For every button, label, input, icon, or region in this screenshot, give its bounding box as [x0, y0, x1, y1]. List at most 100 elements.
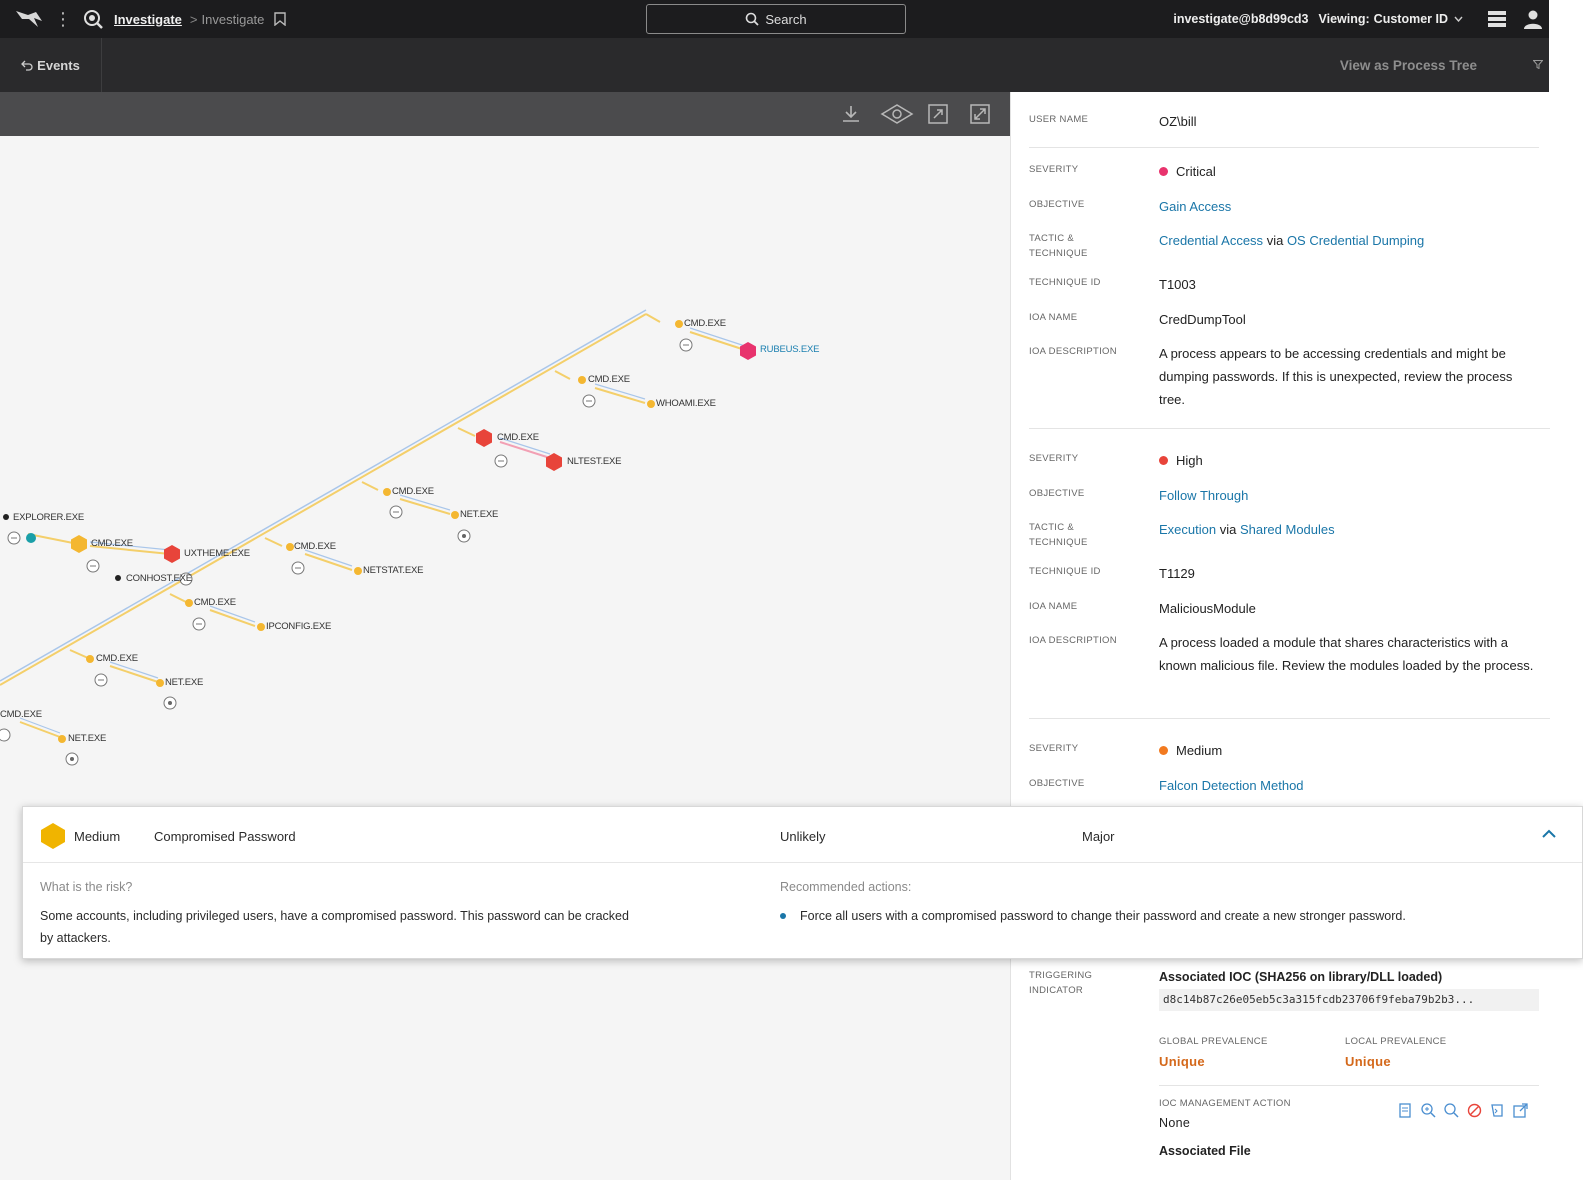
ioa-name-value: MaliciousModule	[1159, 601, 1256, 616]
risk-card-header[interactable]: Medium Compromised Password Unlikely Maj…	[23, 807, 1582, 863]
sub-navigation-bar: Events View as Process Tree	[0, 38, 1549, 92]
process-node-label[interactable]: CMD.EXE	[91, 538, 133, 549]
process-node-label[interactable]: NET.EXE	[165, 677, 204, 688]
associated-file-label: Associated File	[1159, 1144, 1251, 1158]
graph-toolbar	[0, 92, 1010, 136]
process-node-label[interactable]: IPCONFIG.EXE	[266, 621, 332, 632]
open-external-icon[interactable]	[1512, 1102, 1529, 1119]
user-name-value: OZ\bill	[1159, 114, 1197, 129]
via-text: via	[1219, 522, 1237, 537]
search-label: Search	[765, 11, 807, 27]
bookmark-icon[interactable]	[274, 12, 287, 26]
script-icon[interactable]	[1489, 1102, 1506, 1119]
user-avatar-icon[interactable]	[1523, 9, 1543, 29]
risk-answer-text: Some accounts, including privileged user…	[40, 909, 629, 945]
technique-id-label: TECHNIQUE ID	[1029, 277, 1101, 288]
divider	[1029, 718, 1550, 719]
process-node-label[interactable]: CMD.EXE	[684, 318, 726, 329]
process-node-label[interactable]: CMD.EXE	[588, 374, 630, 385]
technique-link[interactable]: OS Credential Dumping	[1286, 233, 1425, 248]
triggering-indicator-label: TRIGGERING INDICATOR	[1029, 970, 1093, 996]
ioa-description-label: IOA DESCRIPTION	[1029, 635, 1117, 646]
process-node-label[interactable]: NETSTAT.EXE	[363, 565, 424, 576]
local-prevalence-label: LOCAL PREVALENCE	[1345, 1036, 1447, 1047]
divider	[1159, 1085, 1539, 1086]
process-node-label[interactable]: EXPLORER.EXE	[13, 512, 84, 523]
severity-dot	[1159, 746, 1168, 756]
process-node-label[interactable]: CMD.EXE	[497, 432, 539, 443]
back-to-events-button[interactable]: Events	[0, 38, 102, 92]
ioa-name-label: IOA NAME	[1029, 312, 1078, 323]
view-as-process-tree-button[interactable]: View as Process Tree	[1339, 57, 1477, 73]
block-icon[interactable]	[1466, 1102, 1483, 1119]
edit-note-icon[interactable]	[1397, 1102, 1414, 1119]
risk-name: Compromised Password	[154, 829, 296, 844]
customer-id-selector[interactable]: Customer ID	[1373, 12, 1448, 26]
ioc-management-action-value: None	[1159, 1116, 1191, 1130]
technique-link[interactable]: Shared Modules	[1239, 522, 1335, 537]
process-node-label[interactable]: CMD.EXE	[0, 709, 42, 720]
objective-link[interactable]: Follow Through	[1159, 488, 1249, 503]
technique-id-value: T1129	[1159, 566, 1195, 581]
chevron-down-icon[interactable]	[1454, 16, 1463, 22]
severity-value: High	[1159, 449, 1539, 472]
process-graph-canvas[interactable]: CMD.EXE RUBEUS.EXE CMD.EXE WHOAMI.EXE CM…	[0, 136, 1010, 1180]
risk-impact: Major	[1082, 829, 1115, 844]
fullscreen-icon[interactable]	[969, 103, 991, 125]
tactic-link[interactable]: Credential Access	[1159, 233, 1264, 248]
severity-value: Medium	[1159, 739, 1539, 762]
ioc-hash-value[interactable]: d8c14b87c26e05eb5c3a315fcdb23706f9feba79…	[1159, 989, 1539, 1011]
download-icon[interactable]	[840, 103, 862, 125]
ioc-management-action-label: IOC MANAGEMENT ACTION	[1159, 1098, 1291, 1109]
objective-label: OBJECTIVE	[1029, 488, 1085, 499]
triggering-indicator-title: Associated IOC (SHA256 on library/DLL lo…	[1159, 970, 1443, 984]
tactic-label: TACTIC & TECHNIQUE	[1029, 233, 1088, 259]
eye-toggle-icon[interactable]	[880, 103, 914, 125]
search-icon	[746, 12, 760, 26]
fit-to-screen-icon[interactable]	[927, 103, 949, 125]
risk-severity: Medium	[74, 829, 121, 844]
risk-question-label: What is the risk?	[40, 880, 133, 894]
medium-severity-hexagon-icon	[41, 823, 65, 849]
process-node-label[interactable]: NET.EXE	[68, 733, 107, 744]
more-menu-icon[interactable]: ⋮	[54, 9, 72, 29]
ioa-description-value: A process appears to be accessing creden…	[1159, 346, 1513, 407]
recommended-action-item: Force all users with a compromised passw…	[780, 905, 1406, 927]
process-node-label[interactable]: RUBEUS.EXE	[760, 344, 820, 355]
process-node-label[interactable]: NLTEST.EXE	[567, 456, 622, 467]
breadcrumb-current: Investigate	[201, 11, 265, 27]
objective-label: OBJECTIVE	[1029, 778, 1085, 789]
process-node-label[interactable]: CMD.EXE	[392, 486, 434, 497]
current-user[interactable]: investigate@b8d99cd3	[1173, 12, 1309, 26]
risk-likelihood: Unlikely	[780, 829, 826, 844]
recommended-actions-label: Recommended actions:	[780, 880, 912, 894]
search-button[interactable]: Search	[646, 4, 906, 34]
objective-link[interactable]: Falcon Detection Method	[1159, 778, 1304, 793]
notifications-tray-icon[interactable]	[1487, 10, 1507, 28]
chevron-up-icon[interactable]	[1542, 829, 1556, 838]
investigate-app-icon[interactable]	[82, 8, 104, 30]
zoom-in-icon[interactable]	[1420, 1102, 1437, 1119]
detection-details-panel: USER NAME OZ\bill SEVERITY Critical OBJE…	[1010, 92, 1550, 1180]
severity-text: Medium	[1176, 743, 1223, 758]
process-node-label[interactable]: NET.EXE	[460, 509, 499, 520]
topbar-right-group: investigate@b8d99cd3 Viewing: Customer I…	[1173, 0, 1549, 38]
filter-icon[interactable]	[1533, 60, 1543, 69]
process-node-label[interactable]: CMD.EXE	[96, 653, 138, 664]
objective-link[interactable]: Gain Access	[1159, 199, 1232, 214]
process-node-label[interactable]: CONHOST.EXE	[126, 573, 192, 584]
falcon-logo-icon[interactable]	[14, 7, 44, 31]
process-node-label[interactable]: CMD.EXE	[194, 597, 236, 608]
back-arrow-icon	[21, 60, 33, 71]
tactic-link[interactable]: Execution	[1159, 522, 1217, 537]
search-icon[interactable]	[1443, 1102, 1460, 1119]
severity-text: High	[1176, 453, 1203, 468]
top-navigation-bar: ⋮ Investigate > Investigate Search inves…	[0, 0, 1549, 38]
breadcrumb-investigate-link[interactable]: Investigate	[114, 11, 182, 27]
process-node-label[interactable]: WHOAMI.EXE	[656, 398, 716, 409]
severity-label: SEVERITY	[1029, 164, 1079, 175]
process-node-label[interactable]: UXTHEME.EXE	[184, 548, 250, 559]
ioa-name-label: IOA NAME	[1029, 601, 1078, 612]
process-node-label[interactable]: CMD.EXE	[294, 541, 336, 552]
tactic-label: TACTIC & TECHNIQUE	[1029, 522, 1088, 548]
